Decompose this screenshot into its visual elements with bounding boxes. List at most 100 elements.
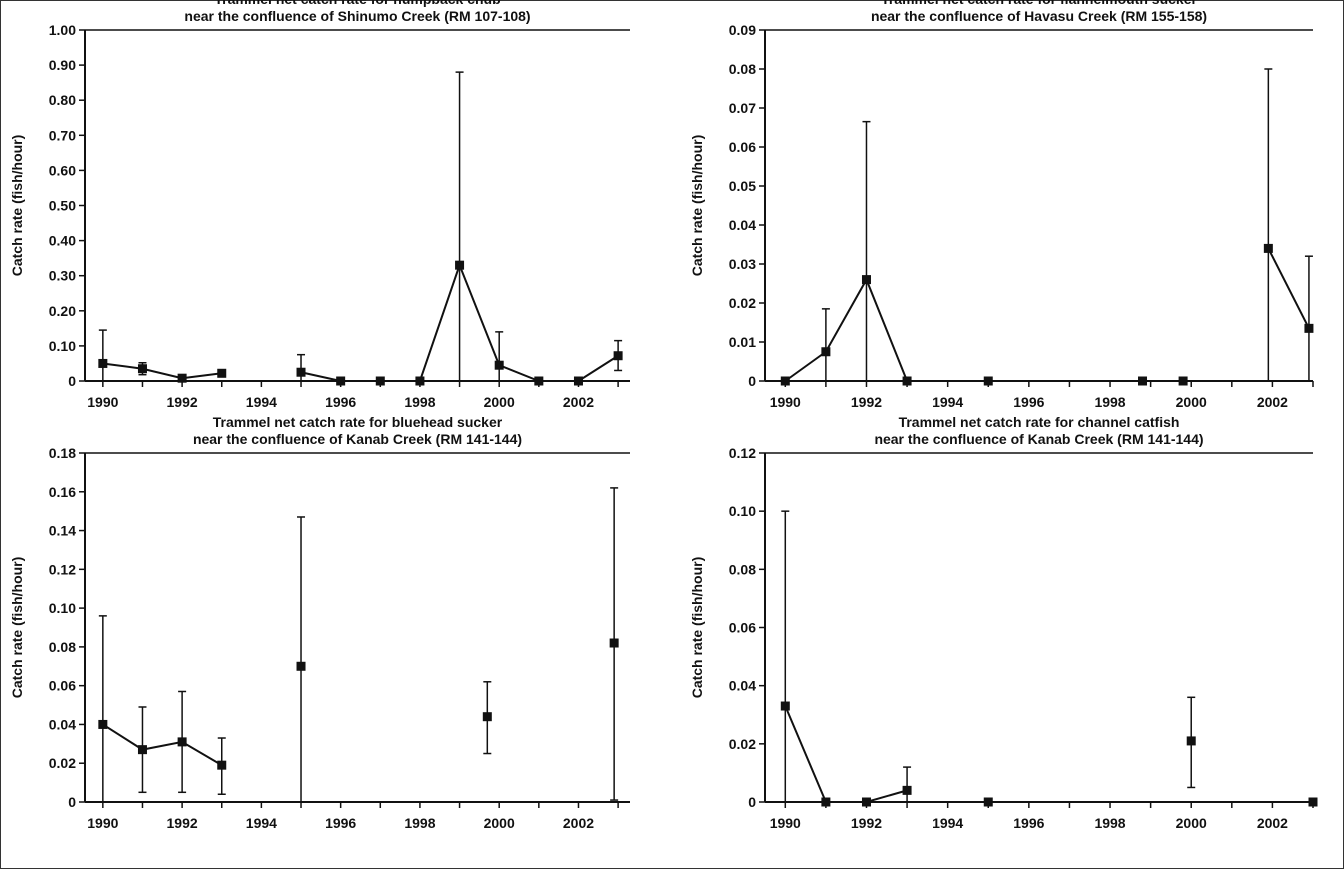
data-point [1178,376,1188,386]
data-point [613,351,623,361]
data-point [902,785,912,795]
y-tick-label: 0.50 [49,198,76,214]
y-tick-label: 0.08 [49,639,76,655]
chart-title-line-1: Trammel net catch rate for flannelmouth … [881,0,1197,7]
y-tick-label: 0.05 [729,178,756,194]
data-point [983,376,993,386]
y-tick-label: 0.10 [49,338,76,354]
chart-title-line-1: Trammel net catch rate for bluehead suck… [213,414,503,430]
y-tick-label: 0.30 [49,268,76,284]
x-tick-label: 1994 [932,815,963,831]
x-tick-label: 1998 [1094,815,1125,831]
y-tick-label: 0 [748,794,756,810]
x-tick-label: 1992 [851,394,882,410]
x-tick-label: 1994 [246,815,277,831]
y-axis-label: Catch rate (fish/hour) [9,557,25,699]
x-tick-label: 1992 [167,394,198,410]
y-tick-label: 0.18 [49,445,76,461]
x-tick-label: 1992 [167,815,198,831]
y-tick-label: 0.06 [729,620,756,636]
chart-title-line-2: near the confluence of Shinumo Creek (RM… [184,8,530,24]
data-point [861,797,871,807]
x-tick-label: 1994 [246,394,277,410]
x-tick-label: 1990 [87,815,118,831]
y-tick-label: 0.02 [729,736,756,752]
y-tick-label: 0.20 [49,303,76,319]
data-point [609,638,619,648]
x-tick-label: 2002 [1257,394,1288,410]
x-tick-label: 2000 [1176,394,1207,410]
y-axis-label: Catch rate (fish/hour) [9,135,25,277]
x-tick-label: 2002 [1257,815,1288,831]
data-point [983,797,993,807]
data-point [217,760,227,770]
series-line [1267,247,1310,329]
y-axis-label: Catch rate (fish/hour) [689,135,705,277]
x-tick-label: 1996 [1013,815,1044,831]
y-tick-label: 0.90 [49,57,76,73]
chart-title-line-2: near the confluence of Kanab Creek (RM 1… [193,431,522,447]
y-tick-label: 0.01 [729,334,756,350]
data-point [137,364,147,374]
chart-panel-4: Trammel net catch rate for channel catfi… [689,414,1318,831]
y-tick-label: 0.10 [49,600,76,616]
data-point [780,701,790,711]
y-tick-label: 0.09 [729,22,756,38]
y-tick-label: 0.70 [49,127,76,143]
x-tick-label: 1990 [87,394,118,410]
y-tick-label: 0.08 [729,561,756,577]
series-line [102,362,222,380]
data-point [573,376,583,386]
y-tick-label: 0.04 [729,217,756,233]
y-tick-label: 0.04 [729,678,756,694]
x-tick-label: 1998 [404,394,435,410]
y-tick-label: 0.60 [49,162,76,178]
data-point [296,367,306,377]
series-line [102,723,223,767]
x-tick-label: 1990 [770,394,801,410]
x-tick-label: 2000 [484,815,515,831]
y-tick-label: 0.10 [729,503,756,519]
data-point [1186,736,1196,746]
data-point [1304,323,1314,333]
chart-title-line-1: Trammel net catch rate for humpback chub [214,0,500,7]
data-point [137,745,147,755]
x-tick-label: 1992 [851,815,882,831]
data-point [861,275,871,285]
data-point [902,376,912,386]
chart-panel-3: Trammel net catch rate for bluehead suck… [9,414,630,831]
x-tick-label: 2002 [563,815,594,831]
data-point [1308,797,1318,807]
data-point [415,376,425,386]
chart-panel-2: Trammel net catch rate for flannelmouth … [689,0,1314,410]
series-line [784,705,908,803]
data-point [217,368,227,378]
data-point [534,376,544,386]
y-tick-label: 0.02 [729,295,756,311]
y-tick-label: 0.02 [49,755,76,771]
x-tick-label: 1998 [1094,394,1125,410]
y-tick-label: 0.12 [49,561,76,577]
data-point [821,797,831,807]
y-axis-label: Catch rate (fish/hour) [689,557,705,699]
chart-title-line-1: Trammel net catch rate for channel catfi… [899,414,1180,430]
data-point [98,358,108,368]
y-tick-label: 0 [68,373,76,389]
data-point [98,719,108,729]
data-point [336,376,346,386]
x-tick-label: 2000 [484,394,515,410]
x-tick-label: 1990 [770,815,801,831]
x-tick-label: 2002 [563,394,594,410]
data-point [455,260,465,270]
x-tick-label: 1994 [932,394,963,410]
data-point [177,737,187,747]
y-tick-label: 0.03 [729,256,756,272]
chart-panel-1: Trammel net catch rate for humpback chub… [9,0,630,410]
y-tick-label: 0.06 [729,139,756,155]
x-tick-label: 1998 [404,815,435,831]
chart-title-line-2: near the confluence of Kanab Creek (RM 1… [874,431,1203,447]
y-tick-label: 0.08 [729,61,756,77]
y-tick-label: 0.80 [49,92,76,108]
y-tick-label: 0.16 [49,484,76,500]
y-tick-label: 0.07 [729,100,756,116]
